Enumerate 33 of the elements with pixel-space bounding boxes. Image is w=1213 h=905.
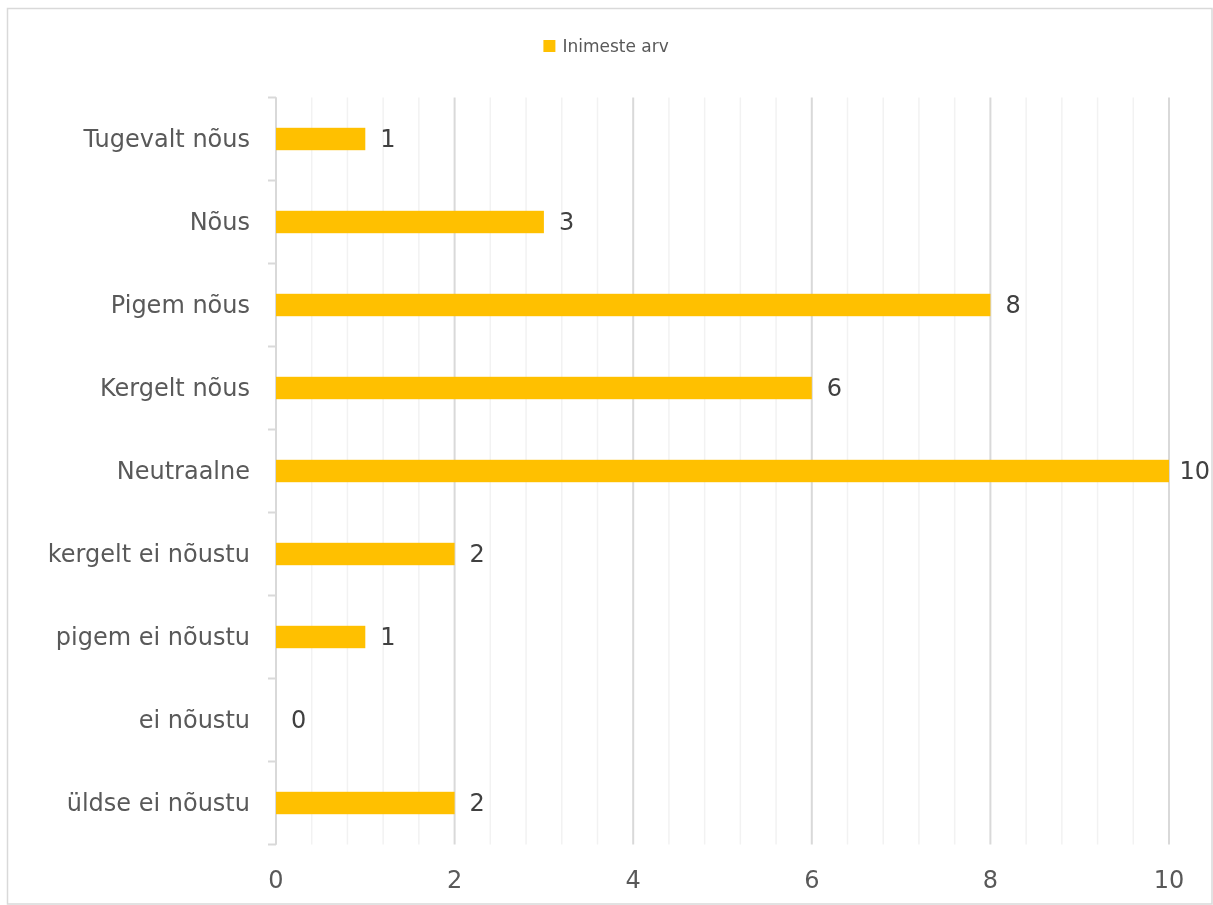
y-tick-label: ei nõustu (138, 706, 250, 734)
x-tick-label: 10 (1153, 866, 1185, 894)
data-label: 2 (469, 789, 485, 817)
data-label: 2 (469, 540, 485, 568)
bar (276, 293, 991, 317)
x-tick-label: 8 (982, 866, 999, 894)
y-tick-label: kergelt ei nõustu (47, 540, 250, 568)
bar (276, 542, 455, 566)
bar (276, 210, 544, 234)
y-tick-label: Tugevalt nõus (82, 125, 250, 153)
bar (276, 127, 366, 151)
y-tick-label: Kergelt nõus (99, 374, 250, 402)
x-tick-label: 2 (446, 866, 463, 894)
y-tick-label: pigem ei nõustu (55, 623, 250, 651)
data-label: 1 (380, 623, 396, 651)
bar (276, 459, 1169, 483)
data-label: 0 (291, 706, 307, 734)
legend-label: Inimeste arv (562, 36, 669, 56)
y-tick-label: Neutraalne (116, 457, 250, 485)
x-tick-label: 4 (625, 866, 641, 894)
bar (276, 625, 366, 649)
y-tick-label: üldse ei nõustu (66, 789, 250, 817)
data-label: 10 (1179, 457, 1210, 485)
y-tick-label: Pigem nõus (110, 291, 250, 319)
bar (276, 376, 812, 400)
data-label: 1 (380, 125, 396, 153)
x-tick-label: 6 (804, 866, 820, 894)
y-tick-label: Nõus (189, 208, 250, 236)
x-tick-label: 0 (268, 866, 284, 894)
bar (276, 791, 455, 815)
data-label: 6 (826, 374, 843, 402)
data-label: 3 (558, 208, 575, 236)
data-label: 8 (1005, 291, 1021, 319)
